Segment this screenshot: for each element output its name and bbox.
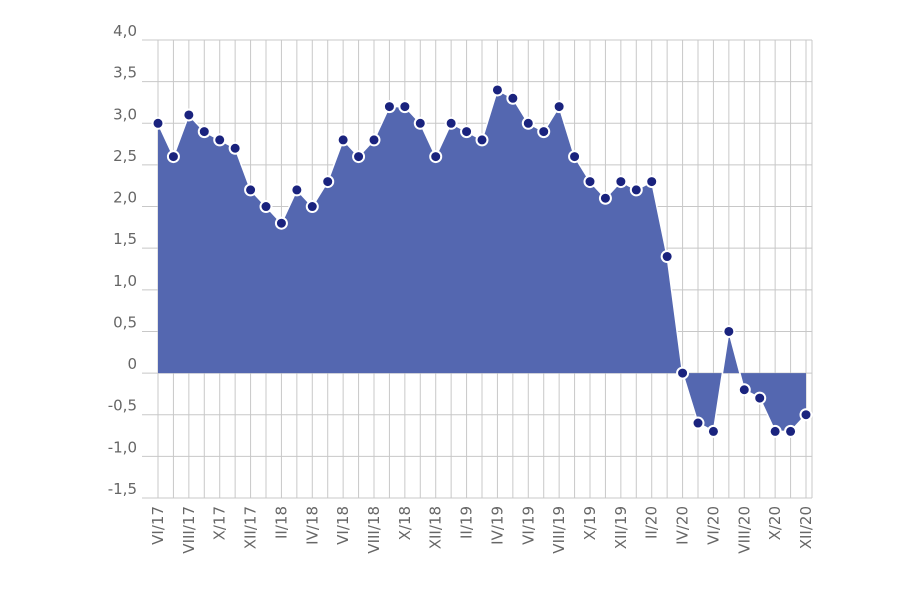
y-tick-label: 0 [127, 355, 137, 373]
data-point [676, 366, 690, 380]
y-tick-label: 2,5 [113, 147, 137, 165]
data-point [568, 150, 582, 164]
data-point [305, 200, 319, 214]
x-tick-label: IV/18 [303, 506, 321, 545]
x-tick-label: II/19 [458, 506, 476, 539]
x-tick-label: VIII/20 [735, 506, 753, 554]
x-tick-label: XII/18 [427, 506, 445, 549]
x-tick-label: XII/20 [797, 506, 815, 549]
x-tick-label: X/17 [211, 506, 229, 540]
data-point [552, 100, 566, 114]
data-point [768, 424, 782, 438]
x-tick-label: VIII/17 [180, 506, 198, 554]
y-tick-label: 0,5 [113, 313, 137, 331]
data-point [722, 324, 736, 338]
y-tick-label: 1,0 [113, 272, 137, 290]
x-tick-label: IV/20 [674, 506, 692, 545]
x-tick-label: II/18 [272, 506, 290, 539]
y-tick-label: -0,5 [108, 397, 137, 415]
data-point [737, 383, 751, 397]
data-point [166, 150, 180, 164]
x-tick-label: VI/19 [519, 506, 537, 545]
data-point [706, 424, 720, 438]
data-point [429, 150, 443, 164]
data-point [583, 175, 597, 189]
y-tick-label: -1,0 [108, 438, 137, 456]
data-point [228, 141, 242, 155]
data-point [629, 183, 643, 197]
data-point [197, 125, 211, 139]
x-tick-label: X/18 [396, 506, 414, 540]
x-tick-label: XII/17 [242, 506, 260, 549]
data-point [799, 408, 813, 422]
y-tick-label: 3,0 [113, 105, 137, 123]
x-tick-label: XII/19 [612, 506, 630, 549]
data-point [598, 191, 612, 205]
data-point [182, 108, 196, 122]
x-tick-label: VI/18 [334, 506, 352, 545]
y-tick-label: -1,5 [108, 480, 137, 498]
data-points [151, 83, 813, 438]
data-point [614, 175, 628, 189]
x-axis-ticks: VI/17 VIII/17 X/17 XII/17 II/18 IV/18 VI/18 VII… [149, 506, 815, 554]
data-point [645, 175, 659, 189]
data-point [537, 125, 551, 139]
x-tick-label: VI/20 [704, 506, 722, 545]
data-point [213, 133, 227, 147]
data-point [521, 116, 535, 130]
y-tick-label: 4,0 [113, 22, 137, 40]
data-point [691, 416, 705, 430]
data-point [244, 183, 258, 197]
x-tick-label: VI/17 [149, 506, 167, 545]
data-point [382, 100, 396, 114]
x-tick-label: X/20 [766, 506, 784, 540]
data-point [444, 116, 458, 130]
x-tick-label: IV/19 [488, 506, 506, 545]
x-tick-label: II/20 [643, 506, 661, 539]
data-point [460, 125, 474, 139]
data-point [398, 100, 412, 114]
data-point [321, 175, 335, 189]
data-point [506, 91, 520, 105]
y-axis-ticks: 4,0 3,5 3,0 2,5 2,0 1,5 1,0 0,5 0 -0,5 -1,0 -1,5 [108, 22, 137, 498]
data-point [660, 250, 674, 264]
data-point [274, 216, 288, 230]
data-point [151, 116, 165, 130]
area-fill [158, 89, 806, 432]
y-tick-label: 2,0 [113, 189, 137, 207]
data-point [475, 133, 489, 147]
x-tick-label: X/19 [581, 506, 599, 540]
data-point [290, 183, 304, 197]
y-tick-label: 3,5 [113, 64, 137, 82]
data-point [753, 391, 767, 405]
data-point [367, 133, 381, 147]
data-point [413, 116, 427, 130]
x-tick-label: VIII/18 [365, 506, 383, 554]
data-point [784, 424, 798, 438]
x-tick-label: VIII/19 [550, 506, 568, 554]
data-point [352, 150, 366, 164]
data-point [336, 133, 350, 147]
data-point [490, 83, 504, 97]
y-tick-label: 1,5 [113, 230, 137, 248]
data-point [259, 200, 273, 214]
